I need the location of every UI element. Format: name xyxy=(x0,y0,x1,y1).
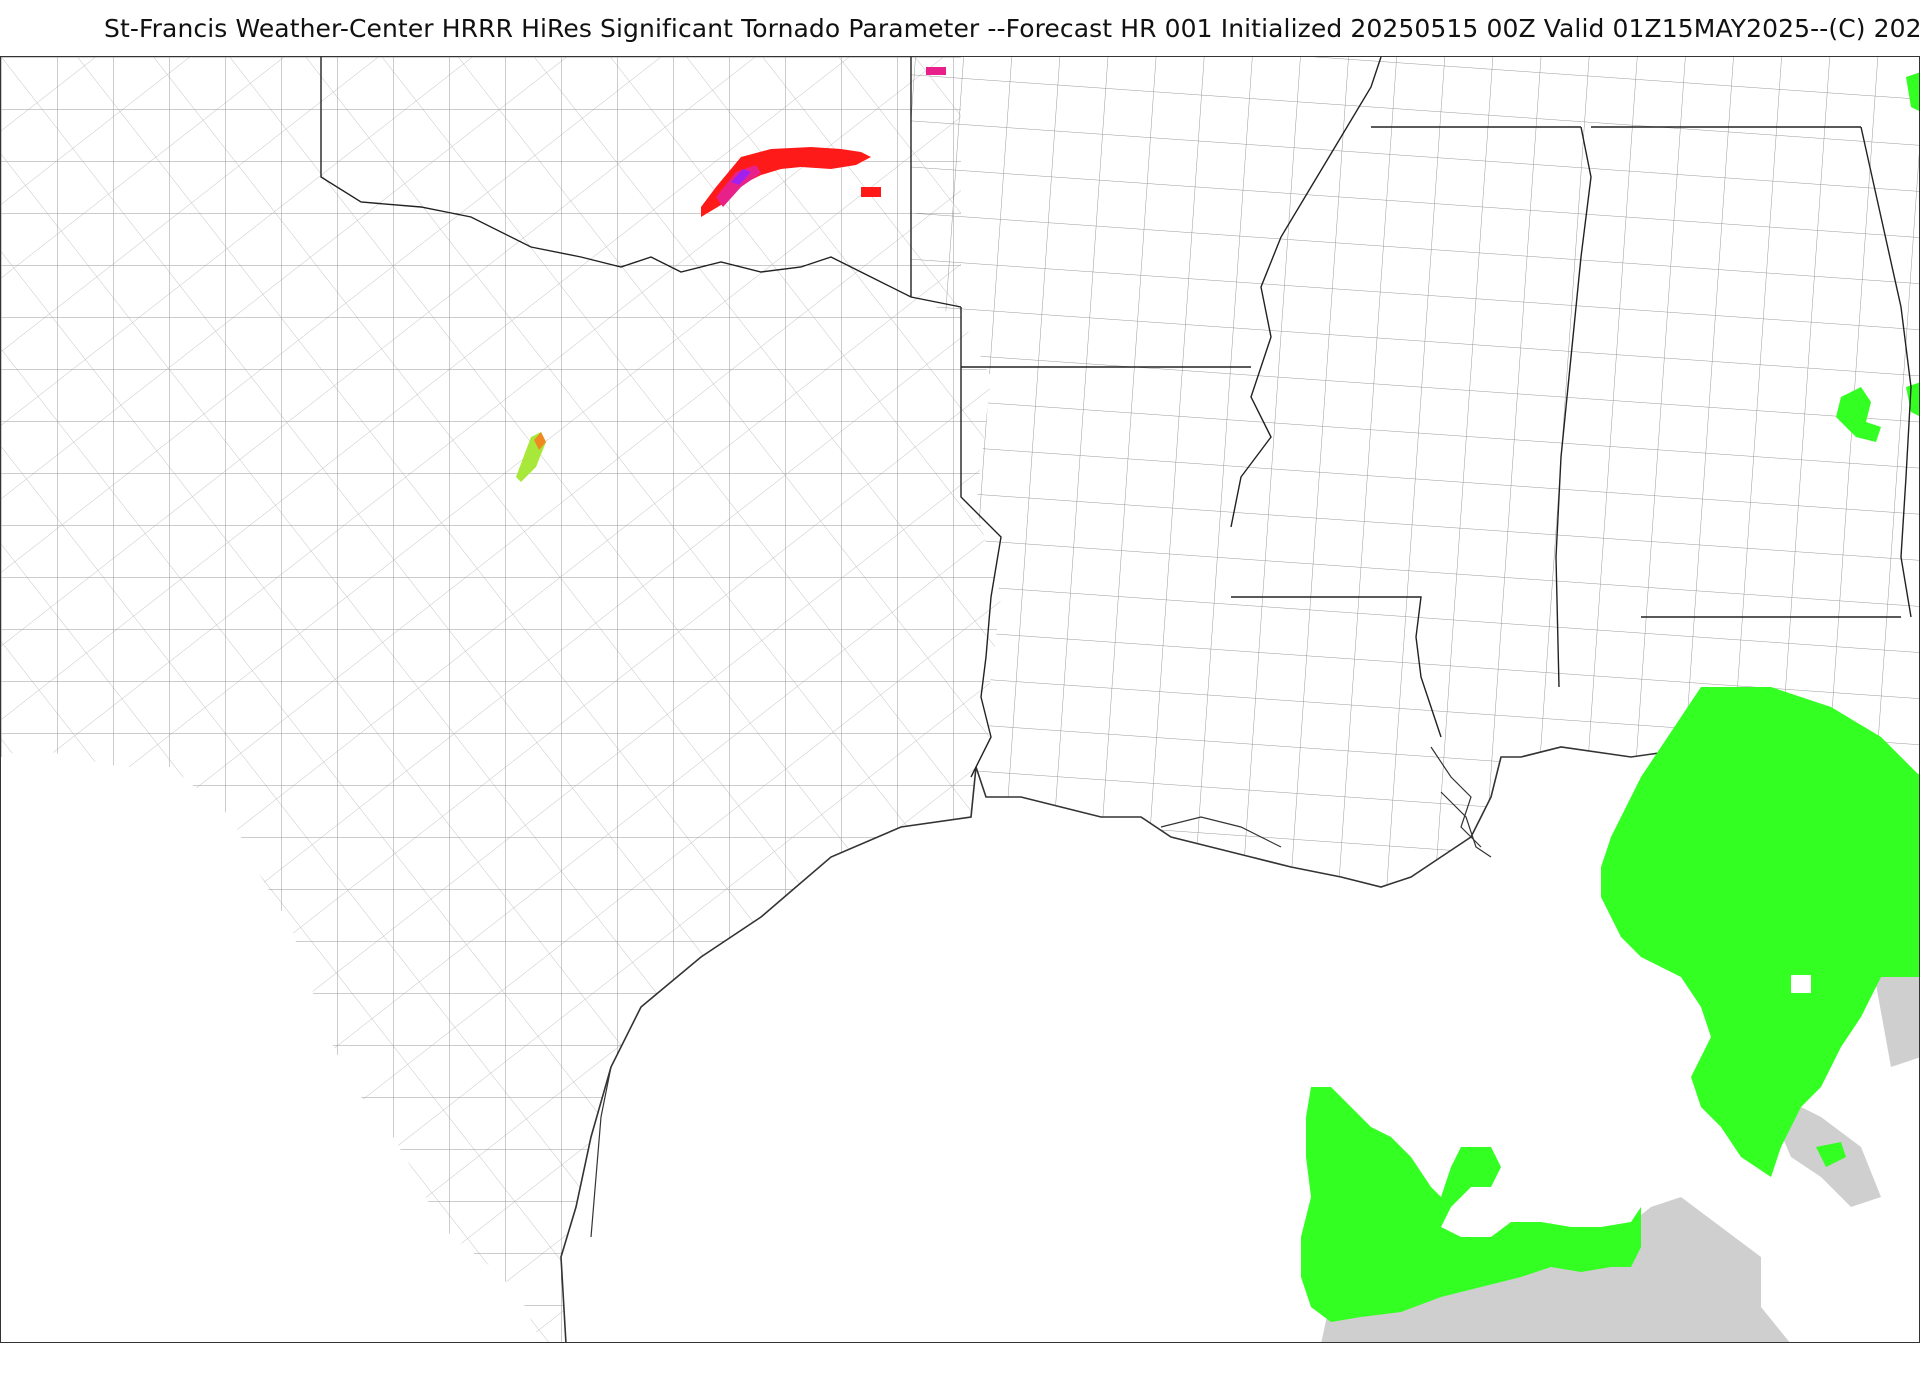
stp-area-alabama-east xyxy=(1906,382,1919,416)
stp-hole xyxy=(1791,975,1811,993)
stp-area-oklahoma xyxy=(701,147,871,217)
stp-cell-oklahoma-2 xyxy=(926,67,946,75)
state-boundaries xyxy=(320,57,1912,778)
land-west xyxy=(1,57,1001,1342)
stp-area-alabama-ne xyxy=(1906,72,1919,111)
land-east xyxy=(911,57,1919,887)
stp-area-eastern-gulf xyxy=(1601,687,1919,1177)
stp-area-alabama xyxy=(1836,387,1881,442)
stp-area-oklahoma-core xyxy=(716,165,761,207)
stp-cell-oklahoma-1 xyxy=(861,187,881,197)
map-frame[interactable] xyxy=(0,56,1920,1343)
stp-area-central-gulf xyxy=(1301,1087,1641,1322)
forecast-map[interactable] xyxy=(1,57,1920,1343)
coastline xyxy=(590,746,1492,1238)
stp-area-oklahoma-center xyxy=(731,169,751,185)
map-title: St-Francis Weather-Center HRRR HiRes Sig… xyxy=(104,14,1920,43)
stp-area-eastern-gulf-islet xyxy=(1816,1142,1846,1167)
stp-area-west-texas-core xyxy=(534,432,546,450)
missing-data-region xyxy=(1321,1197,1790,1342)
